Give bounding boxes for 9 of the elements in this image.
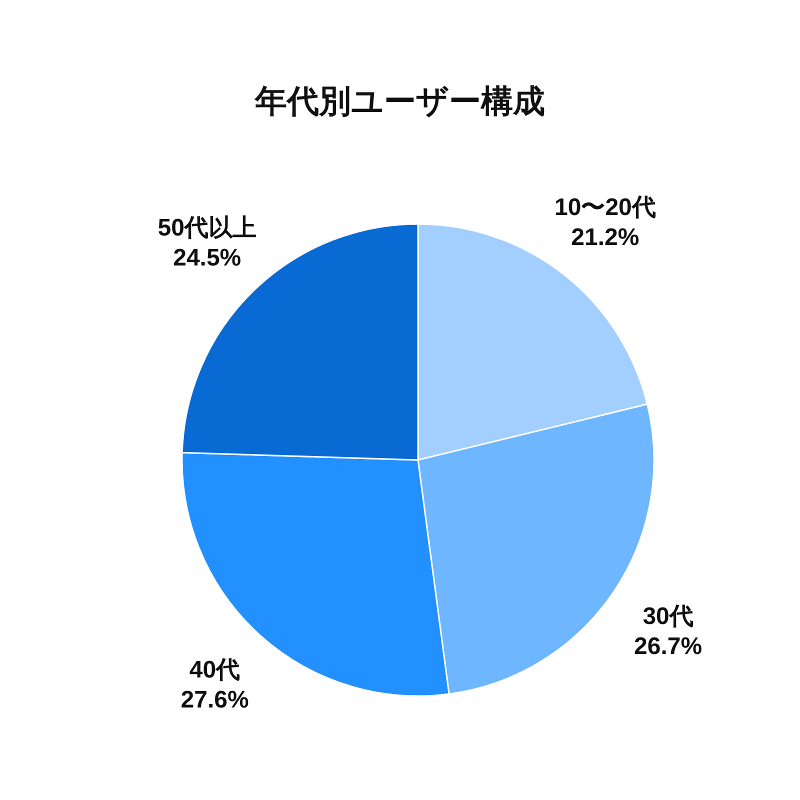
slice-label: 30代	[642, 603, 694, 630]
data-label: 26.7%	[634, 633, 702, 660]
slice-label: 40代	[189, 656, 240, 684]
chart-title: 年代別ユーザー構成	[254, 83, 545, 119]
data-label: 24.5%	[173, 244, 242, 272]
data-label: 21.2%	[571, 224, 640, 251]
slice-label: 10〜20代	[554, 194, 656, 221]
slice-label: 50代以上	[158, 214, 256, 242]
data-label: 27.6%	[180, 686, 249, 714]
